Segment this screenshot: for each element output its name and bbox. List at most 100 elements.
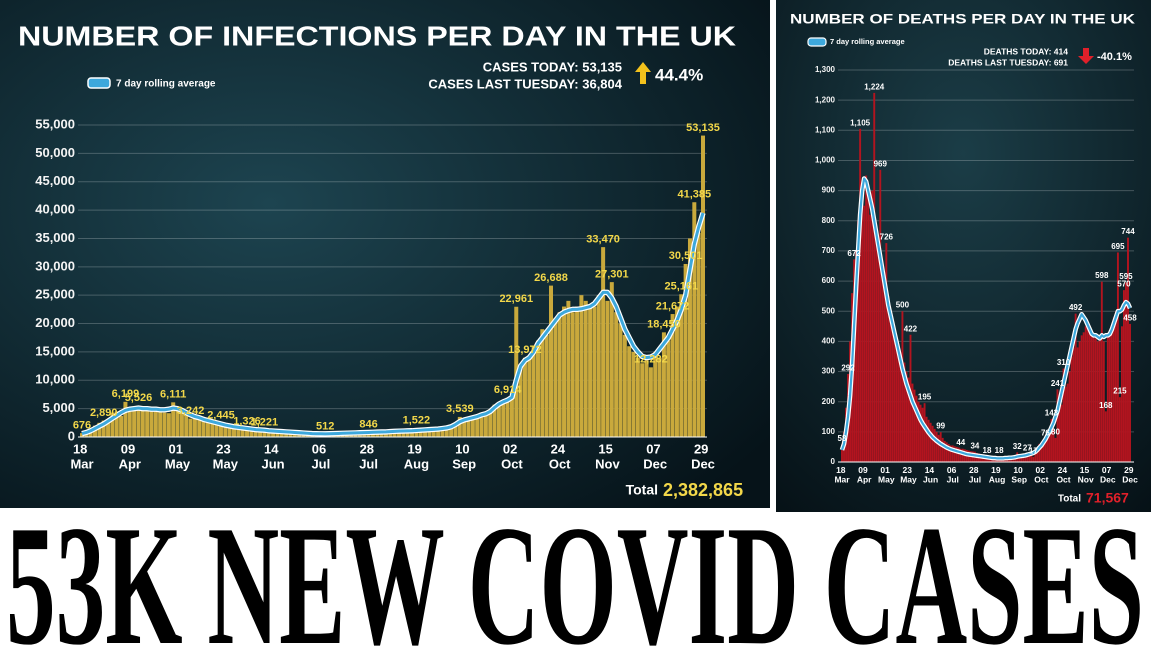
data-label: 18: [995, 446, 1004, 455]
data-label: 6,111: [160, 389, 186, 401]
bar: [666, 340, 671, 437]
bar: [887, 296, 890, 462]
bar: [1092, 335, 1095, 462]
bar: [1026, 453, 1029, 462]
x-tick-label: 15 Nov: [1078, 465, 1094, 485]
bar: [841, 444, 843, 462]
bar: [149, 408, 154, 437]
bar: [127, 410, 132, 437]
bar: [279, 431, 284, 437]
data-label: 18: [983, 446, 992, 455]
bar: [863, 205, 866, 462]
data-label: 292: [841, 363, 855, 372]
bar: [132, 407, 137, 437]
bar: [179, 412, 184, 437]
bar: [258, 430, 263, 437]
data-label: 512: [316, 420, 334, 432]
bar: [881, 266, 884, 462]
data-label: 458: [1123, 313, 1137, 322]
bar: [588, 306, 593, 437]
data-label: 695: [1111, 242, 1125, 251]
bar: [911, 383, 914, 462]
data-label: 492: [1069, 303, 1083, 312]
bar: [877, 250, 880, 462]
data-label: 422: [904, 324, 918, 333]
y-tick-label: 100: [822, 427, 836, 436]
bar: [1110, 326, 1113, 462]
bar: [1120, 326, 1123, 462]
data-label: 1,326: [233, 416, 261, 428]
data-label: 500: [896, 301, 910, 310]
data-label: 6,914: [494, 384, 522, 396]
data-label: 33,470: [586, 233, 620, 245]
bar: [80, 433, 84, 437]
y-tick-label: 1,000: [815, 156, 836, 165]
legend-swatch: [807, 37, 827, 47]
bar: [931, 425, 934, 462]
bar: [562, 306, 567, 437]
bar: [618, 323, 623, 437]
data-label: 76: [1041, 429, 1050, 438]
bar: [1090, 332, 1093, 462]
bar: [119, 416, 124, 437]
bar: [855, 250, 858, 462]
data-label: 570: [1117, 280, 1131, 289]
bar: [961, 448, 964, 462]
bar: [505, 397, 510, 437]
bar: [483, 414, 488, 437]
bar: [1094, 338, 1097, 462]
bar: [1024, 454, 1027, 462]
bar: [889, 311, 892, 462]
bar: [114, 411, 119, 437]
x-tick-label: 18 Mar: [834, 465, 850, 485]
x-tick-label: 18 Mar: [70, 442, 93, 472]
bar: [903, 362, 906, 462]
bar: [488, 409, 493, 437]
bar: [897, 347, 900, 462]
bar: [1070, 356, 1073, 462]
bar: [236, 427, 241, 437]
bar: [692, 202, 697, 437]
x-tick-label: 06 Jul: [947, 465, 959, 485]
bar: [622, 334, 627, 437]
data-label: 13,972: [508, 344, 542, 356]
bar: [861, 190, 864, 462]
bar: [240, 427, 245, 437]
bar: [210, 422, 215, 437]
data-label: 32: [1013, 442, 1022, 451]
rolling-average-line: [81, 212, 705, 436]
bar: [1080, 335, 1083, 462]
bar: [136, 405, 141, 437]
x-tick-label: 14 Jun: [923, 465, 938, 485]
bar: [919, 404, 922, 462]
y-tick-label: 200: [822, 397, 836, 406]
deaths-today: DEATHS TODAY: 414: [984, 46, 1069, 56]
bar: [923, 403, 926, 462]
bar: [1058, 407, 1061, 462]
bar: [592, 306, 597, 437]
bar: [935, 431, 938, 462]
bar: [575, 306, 580, 437]
bar: [266, 431, 271, 437]
bar: [959, 448, 962, 462]
y-tick-label: 400: [822, 336, 836, 345]
bar: [869, 214, 872, 462]
bar: [1018, 455, 1021, 462]
x-tick-label: 10 Sep: [1011, 465, 1027, 485]
y-tick-label: 45,000: [35, 173, 75, 188]
bar: [453, 422, 458, 437]
bar: [1036, 446, 1039, 462]
bar: [496, 402, 501, 437]
bar: [249, 428, 254, 437]
bar: [631, 351, 636, 437]
bar: [653, 351, 658, 437]
bar: [891, 326, 894, 462]
bar: [687, 238, 692, 437]
bar: [701, 135, 705, 437]
bar: [1022, 454, 1025, 462]
bar: [927, 419, 930, 462]
bar: [1054, 437, 1057, 462]
data-label: 676: [73, 419, 91, 431]
bar: [1052, 428, 1055, 462]
bar: [401, 430, 406, 437]
